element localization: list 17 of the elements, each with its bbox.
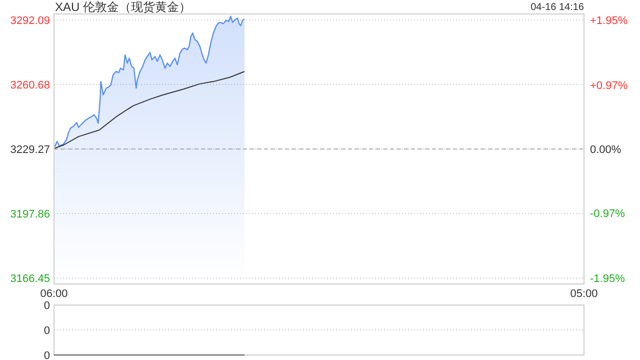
y-tick-label: 0 xyxy=(44,325,50,337)
text: 04-16 14:16 xyxy=(530,2,584,13)
y2-tick-label: +1.95% xyxy=(590,14,628,27)
x-tick-label: 06:00 xyxy=(40,288,68,300)
y2-tick-label: +0.97% xyxy=(590,80,628,92)
x-tick-label: 05:00 xyxy=(570,288,598,300)
chart-title: XAU 伦敦金（现货黄金） xyxy=(55,0,192,14)
y-tick-label: 3260.68 xyxy=(10,79,50,92)
y2-tick-label: -1.95% xyxy=(590,273,626,286)
y-tick-label: 3229.27 xyxy=(10,144,50,156)
y-tick-label: 3166.45 xyxy=(10,272,50,285)
y-tick-label: 3292.09 xyxy=(10,14,50,27)
y-tick-label: 0 xyxy=(44,350,50,360)
y-tick-label: 0 xyxy=(44,300,50,312)
y2-tick-label: -0.97% xyxy=(590,208,626,220)
y-tick-label: 3197.86 xyxy=(10,208,50,220)
y2-tick-label: 0.00% xyxy=(590,144,622,156)
